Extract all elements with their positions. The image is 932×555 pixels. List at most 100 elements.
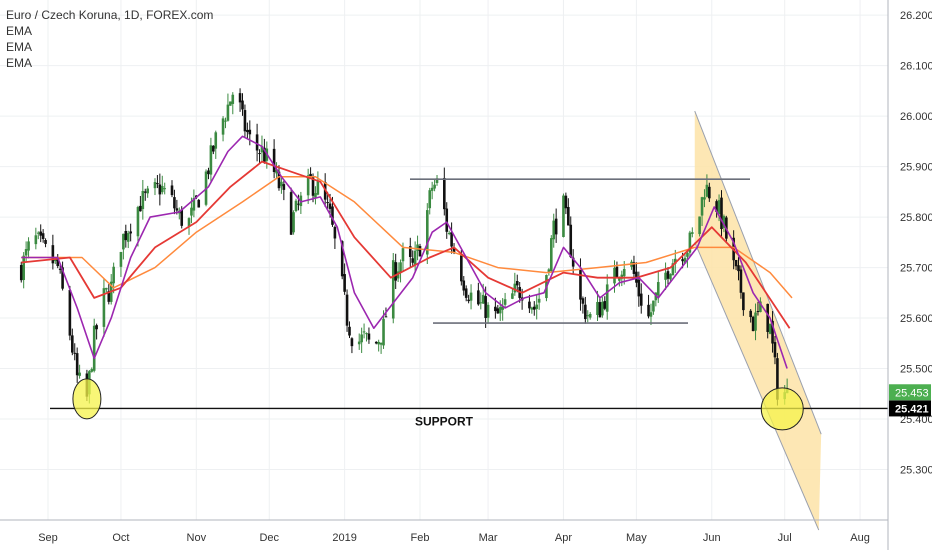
candle-body [136, 207, 140, 237]
legend-ema-2[interactable]: EMA [6, 40, 33, 54]
candle-body [316, 181, 320, 195]
candle-body [528, 301, 531, 309]
x-tick-label: Nov [187, 532, 207, 544]
candle-body [119, 251, 123, 267]
ema-fast-line [21, 135, 788, 369]
candle-layer [19, 88, 789, 406]
candle-body [773, 342, 777, 358]
candle-body [71, 335, 74, 353]
candle-body [139, 205, 142, 212]
candle-body [105, 287, 108, 290]
candle-body [343, 274, 346, 292]
candle-body [277, 171, 281, 189]
candle-body [357, 341, 361, 345]
y-tick-label: 25.400 [900, 414, 932, 426]
candle-body [350, 338, 354, 347]
y-tick-label: 26.100 [900, 61, 932, 73]
candle-body [399, 262, 402, 273]
candle-body [759, 301, 762, 313]
candle-body [102, 288, 106, 327]
candle-body [333, 226, 337, 239]
candle-body [190, 207, 193, 216]
candle-body [384, 316, 388, 318]
candle-body [581, 298, 585, 304]
candle-body [530, 307, 534, 310]
legend-ema-3[interactable]: EMA [6, 56, 33, 70]
candle-body [445, 208, 449, 232]
y-tick-label: 25.600 [900, 313, 932, 325]
candle-body [754, 312, 757, 331]
candle-body [122, 233, 125, 250]
candle-body [603, 301, 607, 309]
candle-body [720, 197, 723, 230]
candle-body [41, 233, 45, 239]
candle-body [314, 193, 317, 198]
candle-body [620, 274, 624, 279]
legend-ema-1[interactable]: EMA [6, 24, 33, 38]
candle-body [246, 129, 249, 133]
candle-body [737, 265, 740, 272]
candle-body [503, 299, 507, 305]
candle-body [282, 184, 286, 190]
candle-body [306, 175, 310, 196]
candle-body [212, 145, 215, 152]
candle-body [532, 306, 536, 310]
candle-body [579, 268, 582, 300]
grid-layer [0, 0, 888, 520]
candle-body [766, 303, 769, 332]
candle-body [776, 358, 779, 400]
candle-body [360, 334, 363, 343]
candle-body [751, 316, 755, 332]
candle-body [673, 258, 677, 264]
candle-body [374, 341, 378, 344]
candle-body [367, 333, 371, 340]
candle-body [146, 188, 149, 194]
candle-body [749, 310, 752, 318]
candle-body [27, 241, 30, 251]
candle-body [413, 250, 417, 265]
candle-body [535, 304, 539, 309]
candle-body [258, 153, 261, 155]
candle-body [124, 230, 128, 241]
candle-body [547, 269, 551, 273]
candle-body [656, 282, 660, 296]
candle-body [214, 132, 218, 149]
y-tick-label: 25.300 [900, 465, 932, 477]
candle-body [450, 232, 453, 247]
y-tick-label: 26.200 [900, 10, 932, 22]
last-price-label: 25.453 [895, 387, 929, 399]
candle-body [664, 272, 667, 280]
candle-body [435, 178, 439, 184]
candle-body [428, 190, 432, 209]
chart-title[interactable]: Euro / Czech Koruna, 1D, FOREX.com [6, 8, 214, 22]
channel-upper-line [694, 110, 822, 435]
candle-body [452, 247, 456, 253]
candle-body [263, 147, 266, 163]
highlight-circle [760, 387, 804, 431]
candle-body [382, 318, 385, 346]
candle-body [705, 184, 709, 197]
candle-body [515, 281, 519, 286]
candle-body [652, 300, 655, 312]
last-price-badge [889, 384, 931, 401]
support-price-badge [889, 400, 931, 417]
candle-body [39, 231, 43, 236]
candle-body [187, 218, 191, 227]
candle-body [229, 101, 232, 106]
candle-body [58, 268, 62, 270]
candle-body [768, 323, 772, 334]
candle-body [158, 184, 162, 195]
candle-body [756, 311, 760, 313]
candle-body [683, 257, 687, 264]
support-label: SUPPORT [415, 414, 474, 428]
candle-body [224, 120, 227, 122]
candle-body [241, 100, 244, 110]
candle-body [280, 181, 283, 187]
candle-body [36, 232, 40, 234]
candle-body [173, 197, 176, 209]
x-tick-label: Oct [112, 532, 129, 544]
y-tick-label: 25.500 [900, 364, 932, 376]
candle-body [56, 258, 60, 267]
